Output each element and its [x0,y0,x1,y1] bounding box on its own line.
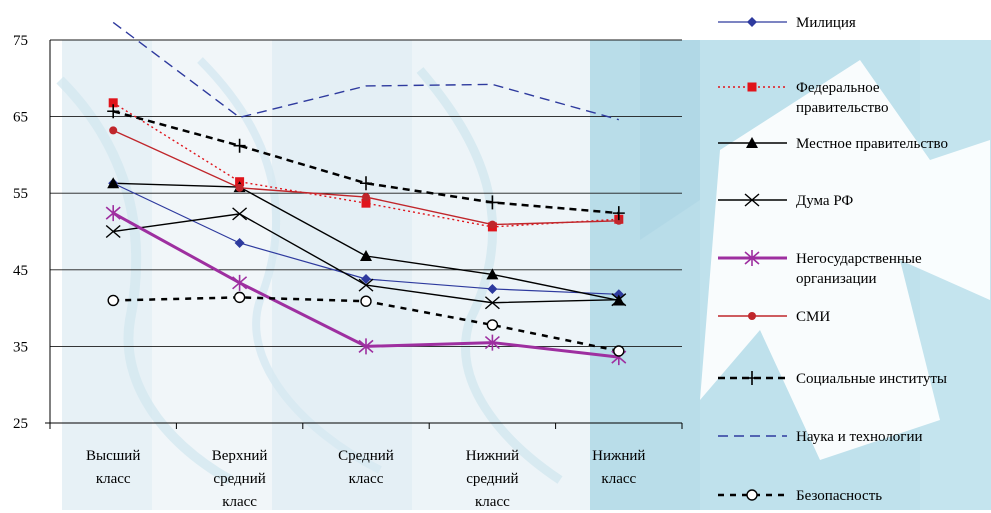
series-5-point-3 [488,220,497,229]
x-tick-label-0-0: Высший [86,448,140,464]
legend-marker-5 [748,312,756,320]
legend-label-5-0: СМИ [796,309,830,325]
series-5-point-0 [109,126,118,135]
legend-marker-6 [746,371,758,385]
legend-marker-4 [744,250,760,266]
x-tick-label-3-1: средний [466,471,518,487]
legend-label-3-0: Дума РФ [796,193,853,209]
y-tick-label-65: 65 [13,110,28,126]
series-5-point-2 [362,193,370,202]
series-6-point-1 [233,138,246,153]
legend-marker-2 [746,137,758,148]
legend-item-7: Наука и технологии [718,429,923,445]
x-tick-label-1-1: средний [213,471,265,487]
legend-item-5: СМИ [718,309,830,325]
legend-item-0: Милиция [718,15,856,31]
axes: 25 35 45 55 65 75 [13,33,683,432]
legend-label-6-0: Социальные институты [796,371,947,387]
legend-marker-0 [747,17,757,27]
legend-marker-1 [747,82,757,92]
x-axis-labels: Высший класс Верхний средний класс Средний кла… [86,448,645,510]
y-tick-label-45: 45 [13,263,28,279]
legend-label-1-0: Федеральное [796,80,880,96]
series-4-point-2 [358,338,374,355]
series-6-point-0 [107,104,120,119]
legend-label-8-0: Безопасность [796,488,882,504]
series-3-point-2 [358,278,374,292]
legend-label-1-1: правительство [796,100,889,116]
x-tick-label-4-0: Нижний [592,448,645,464]
legend-item-6: Социальные институты [718,371,947,387]
series-8-point-0 [107,294,119,307]
legend-item-4: Негосударственные организации [718,250,922,287]
series-line-7 [112,21,619,121]
series-8-point-3 [486,319,499,331]
y-tick-label-75: 75 [13,33,28,49]
series-8-point-4 [613,345,625,357]
series-0-point-1 [234,237,245,248]
legend-item-2: Местное правительство [718,136,948,152]
x-tick-label-1-2: класс [222,494,257,510]
legend-item-3: Дума РФ [718,193,853,209]
series-3-point-3 [484,296,500,310]
x-tick-label-1-0: Верхний [212,448,268,464]
series-0-point-2 [361,273,371,284]
series-2-point-3 [486,268,499,280]
legend: Милиция Федеральное правительство Местное п… [718,15,948,504]
legend-item-8: Безопасность [718,488,882,504]
x-tick-label-4-1: класс [601,471,636,487]
legend-item-1: Федеральное правительство [718,80,889,116]
series-3-point-0 [105,224,121,239]
series-8-point-1 [233,291,246,304]
series-markers [105,98,627,366]
x-tick-label-3-0: Нижний [466,448,519,464]
series-4-point-1 [232,274,248,291]
series-1-point-0 [108,98,118,108]
legend-marker-8 [746,489,758,501]
series-line-6 [112,110,619,215]
y-tick-label-55: 55 [13,186,28,202]
series-5-point-4 [614,216,623,225]
legend-label-2-0: Местное правительство [796,136,948,152]
y-tick-label-35: 35 [13,339,28,355]
legend-label-4-1: организации [796,271,877,287]
series-4-point-3 [484,334,500,351]
x-tick-label-3-2: класс [475,494,510,510]
legend-label-0-0: Милиция [796,15,856,31]
legend-label-7-0: Наука и технологии [796,429,923,445]
series-3-point-4 [611,293,627,307]
series-6-point-3 [486,195,499,210]
series-2-point-2 [360,250,372,262]
series-2-point-0 [107,177,120,189]
legend-marker-3 [744,193,760,207]
y-tick-label-25: 25 [13,416,28,432]
series-1-point-2 [361,198,371,208]
series-5-point-1 [235,183,244,192]
series-3-point-1 [232,207,248,221]
x-tick-label-2-0: Средний [338,448,394,464]
series-6-point-2 [360,176,372,191]
series-8-point-2 [360,295,372,307]
x-tick-label-0-1: класс [96,471,131,487]
legend-label-4-0: Негосударственные [796,251,922,267]
series-4-point-0 [105,205,121,222]
series-6-point-4 [612,206,625,221]
x-tick-label-2-1: класс [349,471,384,487]
series-0-point-3 [487,283,498,294]
